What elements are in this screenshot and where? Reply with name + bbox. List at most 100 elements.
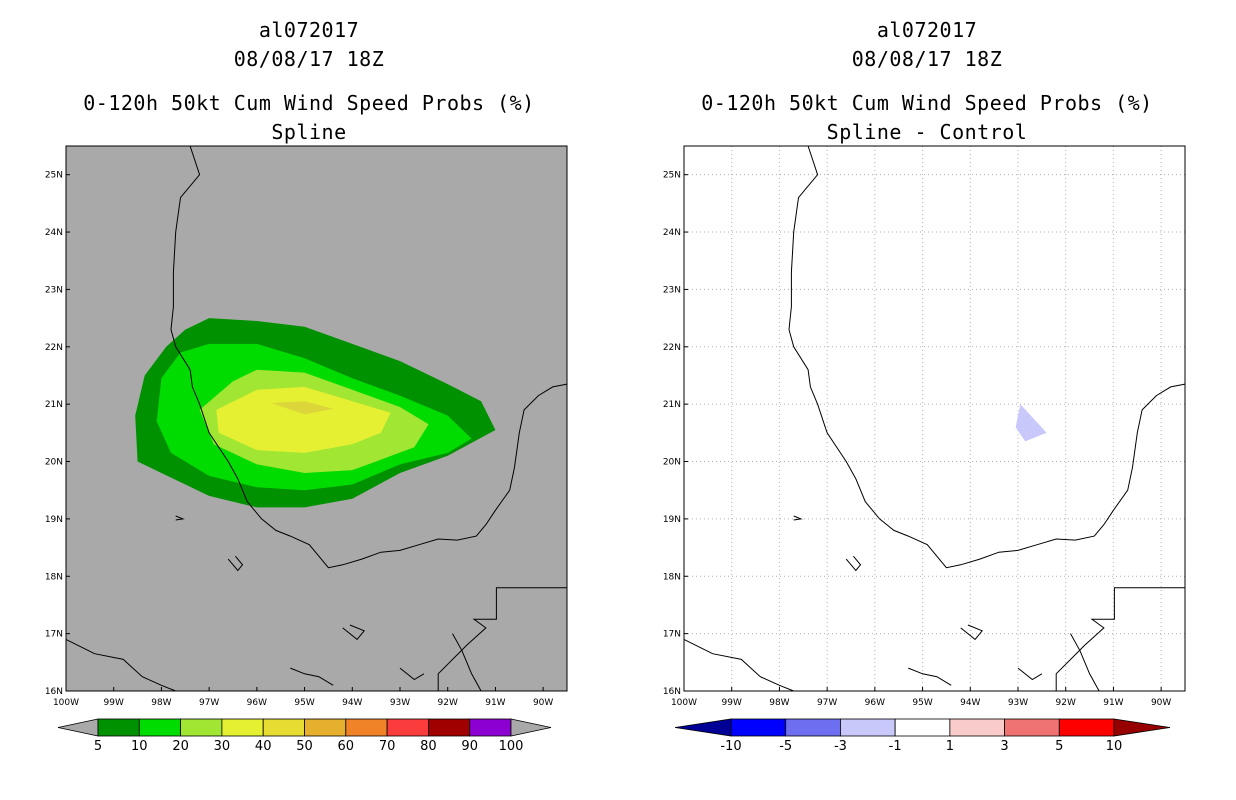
y-tick-label: 22N	[663, 343, 681, 353]
x-tick-label: 90W	[533, 698, 553, 708]
colorbar-label: 5	[1055, 739, 1063, 754]
colorbar-low-arrow	[57, 718, 99, 737]
colorbar-label: 10	[131, 739, 148, 754]
y-tick-label: 19N	[45, 515, 63, 525]
coastline-pacific	[683, 638, 794, 692]
right-chart-title: 0-120h 50kt Cum Wind Speed Probs (%)	[701, 91, 1153, 115]
country-border	[1055, 587, 1185, 691]
x-tick-label: 100W	[53, 698, 79, 708]
x-tick-label: 100W	[671, 698, 697, 708]
x-tick-label: 93W	[390, 698, 410, 708]
plot-frame	[683, 145, 1186, 692]
island-outline	[908, 667, 952, 686]
x-tick-label: 91W	[485, 698, 505, 708]
colorbar-label: 90	[461, 739, 478, 754]
colorbar-high-arrow	[1113, 718, 1171, 737]
y-tick-label: 18N	[45, 572, 63, 582]
island-outline	[342, 624, 366, 641]
colorbar-label: 50	[296, 739, 313, 754]
right-chart-date: 08/08/17 18Z	[851, 47, 1003, 71]
island-outline	[960, 624, 984, 641]
island-outline	[793, 515, 803, 521]
coastline-south	[1070, 633, 1100, 692]
x-tick-label: 94W	[342, 698, 362, 708]
plot-frame	[65, 145, 568, 692]
y-tick-label: 23N	[663, 285, 681, 295]
contour-30-40-	[216, 386, 391, 453]
map-background	[684, 146, 1185, 691]
colorbar-segment	[345, 718, 388, 737]
left-chart-panel: al072017 08/08/17 18Z 0-120h 50kt Cum Wi…	[45, 18, 568, 754]
colorbar-segment	[894, 718, 951, 737]
y-tick-label: 25N	[45, 171, 63, 181]
colorbar-label: 20	[172, 739, 189, 754]
colorbar-label: 100	[499, 739, 524, 754]
left-chart-subtitle: Spline	[271, 120, 347, 144]
colorbar-segment	[138, 718, 182, 737]
left-map-plot: 100W 99W 98W 97W 96W 95W 94W 93W 92W 91W 90W 16N 17N…	[45, 145, 568, 754]
x-tick-label: 94W	[960, 698, 980, 708]
colorbar-segment	[427, 718, 471, 737]
colorbar-segment	[1058, 718, 1115, 737]
x-tick-label: 95W	[294, 698, 314, 708]
colorbar-high-arrow	[510, 718, 552, 737]
colorbar-segment	[386, 718, 429, 737]
y-tick-label: 22N	[45, 343, 63, 353]
colorbar-segment	[97, 718, 140, 737]
y-tick-label: 25N	[663, 171, 681, 181]
colorbar-segment	[785, 718, 841, 737]
colorbar-label: -10	[720, 739, 741, 754]
x-tick-label: 97W	[199, 698, 219, 708]
colorbar-low-arrow	[674, 718, 732, 737]
x-tick-label: 90W	[1151, 698, 1171, 708]
x-tick-label: 98W	[769, 698, 789, 708]
y-tick-label: 21N	[663, 400, 681, 410]
coastline-pacific	[65, 638, 176, 692]
right-map-plot: 100W 99W 98W 97W 96W 95W 94W 93W 92W 91W 90W 16N 17N…	[663, 145, 1186, 754]
colorbar-label: 30	[214, 739, 231, 754]
colorbar-segment	[949, 718, 1005, 737]
x-tick-label: 99W	[104, 698, 124, 708]
y-tick-label: 19N	[663, 515, 681, 525]
y-tick-label: 17N	[663, 630, 681, 640]
left-chart-title: 0-120h 50kt Cum Wind Speed Probs (%)	[83, 91, 535, 115]
colorbar-segment	[221, 718, 264, 737]
x-tick-label: 92W	[438, 698, 458, 708]
x-tick-label: 98W	[151, 698, 171, 708]
coastline-gulf	[788, 145, 1186, 569]
colorbar-segment	[180, 718, 223, 737]
x-tick-label: 96W	[247, 698, 267, 708]
colorbar-label: 70	[379, 739, 396, 754]
island-outline	[175, 515, 185, 521]
island-outline	[399, 667, 425, 681]
right-chart-subtitle: Spline - Control	[826, 120, 1028, 144]
x-tick-label: 96W	[865, 698, 885, 708]
contour-40-50-	[271, 401, 334, 415]
y-tick-label: 20N	[663, 458, 681, 468]
x-tick-label: 97W	[817, 698, 837, 708]
y-tick-label: 24N	[663, 228, 681, 238]
x-tick-label: 91W	[1103, 698, 1123, 708]
x-tick-label: 93W	[1008, 698, 1028, 708]
country-border	[437, 587, 567, 691]
colorbar-label: 3	[1000, 739, 1008, 754]
island-outline	[1017, 667, 1043, 681]
y-tick-label: 24N	[45, 228, 63, 238]
x-tick-label: 95W	[912, 698, 932, 708]
x-tick-label: 92W	[1056, 698, 1076, 708]
colorbar-label: 1	[946, 739, 954, 754]
left-chart-storm-id: al072017	[258, 18, 360, 42]
colorbar-label: 10	[1106, 739, 1123, 754]
y-tick-label: 21N	[45, 400, 63, 410]
colorbar-label: -3	[834, 739, 847, 754]
island-outline	[290, 667, 334, 686]
y-tick-label: 17N	[45, 630, 63, 640]
colorbar-segment	[1004, 718, 1060, 737]
y-tick-label: 18N	[663, 572, 681, 582]
right-chart-storm-id: al072017	[876, 18, 978, 42]
colorbar-segment	[262, 718, 305, 737]
colorbar-label: -1	[889, 739, 902, 754]
coastline-gulf	[170, 145, 568, 569]
x-tick-label: 99W	[722, 698, 742, 708]
y-tick-label: 16N	[663, 687, 681, 697]
